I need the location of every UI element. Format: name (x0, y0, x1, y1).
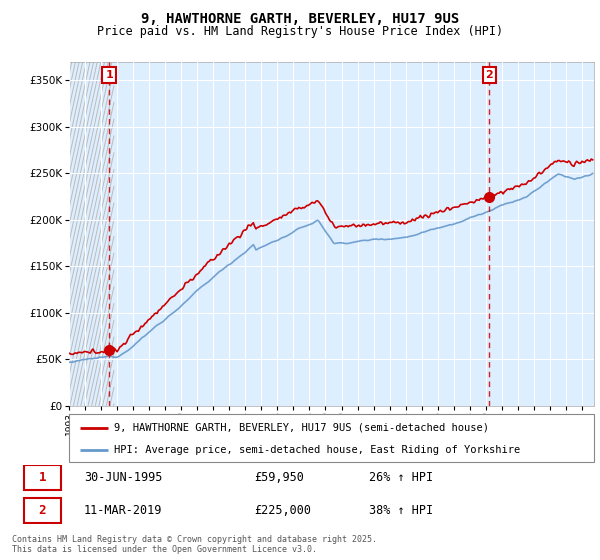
Text: 9, HAWTHORNE GARTH, BEVERLEY, HU17 9US (semi-detached house): 9, HAWTHORNE GARTH, BEVERLEY, HU17 9US (… (113, 423, 488, 433)
Text: 11-MAR-2019: 11-MAR-2019 (84, 504, 163, 517)
Text: HPI: Average price, semi-detached house, East Riding of Yorkshire: HPI: Average price, semi-detached house,… (113, 445, 520, 455)
Text: 1: 1 (105, 70, 113, 80)
Text: 2: 2 (485, 70, 493, 80)
Text: 9, HAWTHORNE GARTH, BEVERLEY, HU17 9US: 9, HAWTHORNE GARTH, BEVERLEY, HU17 9US (141, 12, 459, 26)
Text: 38% ↑ HPI: 38% ↑ HPI (369, 504, 433, 517)
Text: Contains HM Land Registry data © Crown copyright and database right 2025.
This d: Contains HM Land Registry data © Crown c… (12, 535, 377, 554)
Text: £225,000: £225,000 (254, 504, 311, 517)
Text: £59,950: £59,950 (254, 471, 304, 484)
FancyBboxPatch shape (23, 465, 61, 490)
Text: 1: 1 (38, 471, 46, 484)
Text: 2: 2 (38, 504, 46, 517)
Text: 30-JUN-1995: 30-JUN-1995 (84, 471, 163, 484)
Text: 26% ↑ HPI: 26% ↑ HPI (369, 471, 433, 484)
Text: Price paid vs. HM Land Registry's House Price Index (HPI): Price paid vs. HM Land Registry's House … (97, 25, 503, 38)
FancyBboxPatch shape (69, 414, 594, 462)
FancyBboxPatch shape (23, 498, 61, 523)
